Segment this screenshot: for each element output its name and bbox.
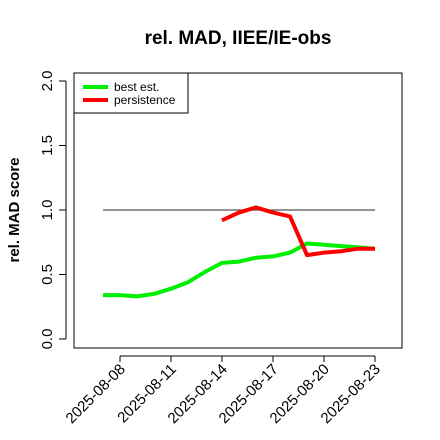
legend-label: persistence [114,93,176,107]
legend-label: best est. [114,80,159,94]
y-tick-label: 2.0 [39,71,56,92]
x-axis: 2025-08-082025-08-112025-08-142025-08-17… [63,355,384,427]
y-axis-label: rel. MAD score [6,157,23,262]
y-tick-label: 0.0 [39,329,56,350]
y-tick-label: 0.5 [39,264,56,285]
series-layer [103,205,376,299]
series-line-persistence [221,205,375,258]
y-tick-label: 1.5 [39,135,56,156]
legend: best est.persistence [73,72,189,114]
y-axis: 0.0 0.5 1.0 1.5 2.0 [39,71,67,350]
chart-title: rel. MAD, IIEE/IE-obs [145,28,332,49]
series-line-best-est [103,241,376,299]
legend-box [73,72,189,114]
y-tick-label: 1.0 [39,200,56,221]
plot-frame [73,72,403,349]
